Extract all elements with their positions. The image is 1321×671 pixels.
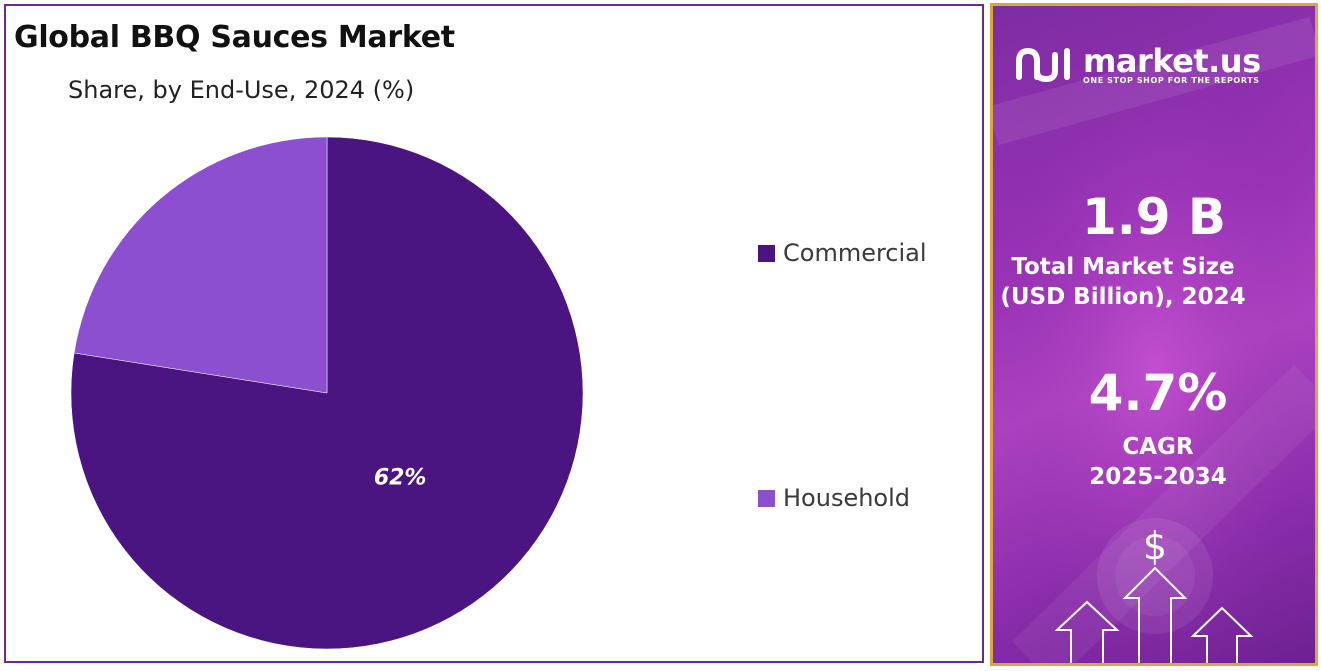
pie-chart: 62%: [70, 136, 584, 650]
growth-arrows: [1054, 566, 1254, 663]
background-decoration: [993, 6, 1315, 663]
pie-slice-household: [73, 136, 328, 394]
legend-label-commercial: Commercial: [783, 239, 927, 267]
market-size-label-line2: (USD Billion), 2024: [1000, 284, 1246, 310]
data-label-commercial: 62%: [374, 466, 427, 491]
cagr-value: 4.7%: [1088, 364, 1228, 422]
cagr-label-line2: 2025-2034: [1089, 464, 1227, 490]
cagr-label-line1: CAGR: [1122, 434, 1194, 460]
chart-title: Global BBQ Sauces Market: [14, 20, 455, 55]
legend-item-household: Household: [758, 484, 910, 512]
legend-swatch-commercial: [758, 244, 775, 262]
legend-item-commercial: Commercial: [758, 239, 927, 267]
chart-panel: Global BBQ Sauces Market Share, by End-U…: [4, 4, 984, 663]
pie-slice-commercial: [70, 136, 584, 650]
brand-name: market.us: [1083, 42, 1261, 80]
up-arrow-icon: [1054, 566, 1254, 663]
market-size-value: 1.9 B: [1081, 188, 1227, 246]
market-us-logo-icon: [1016, 47, 1070, 82]
legend-label-household: Household: [783, 484, 911, 512]
legend-swatch-household: [758, 489, 775, 507]
info-panel: market.us ONE STOP SHOP FOR THE REPORTS …: [990, 3, 1318, 666]
brand-tagline: ONE STOP SHOP FOR THE REPORTS: [1083, 76, 1260, 85]
brand-logo: market.us ONE STOP SHOP FOR THE REPORTS: [1015, 44, 1261, 85]
chart-subtitle: Share, by End-Use, 2024 (%): [68, 76, 415, 104]
market-size-label-line1: Total Market Size: [1011, 254, 1235, 280]
dollar-icon: $: [1142, 524, 1168, 568]
